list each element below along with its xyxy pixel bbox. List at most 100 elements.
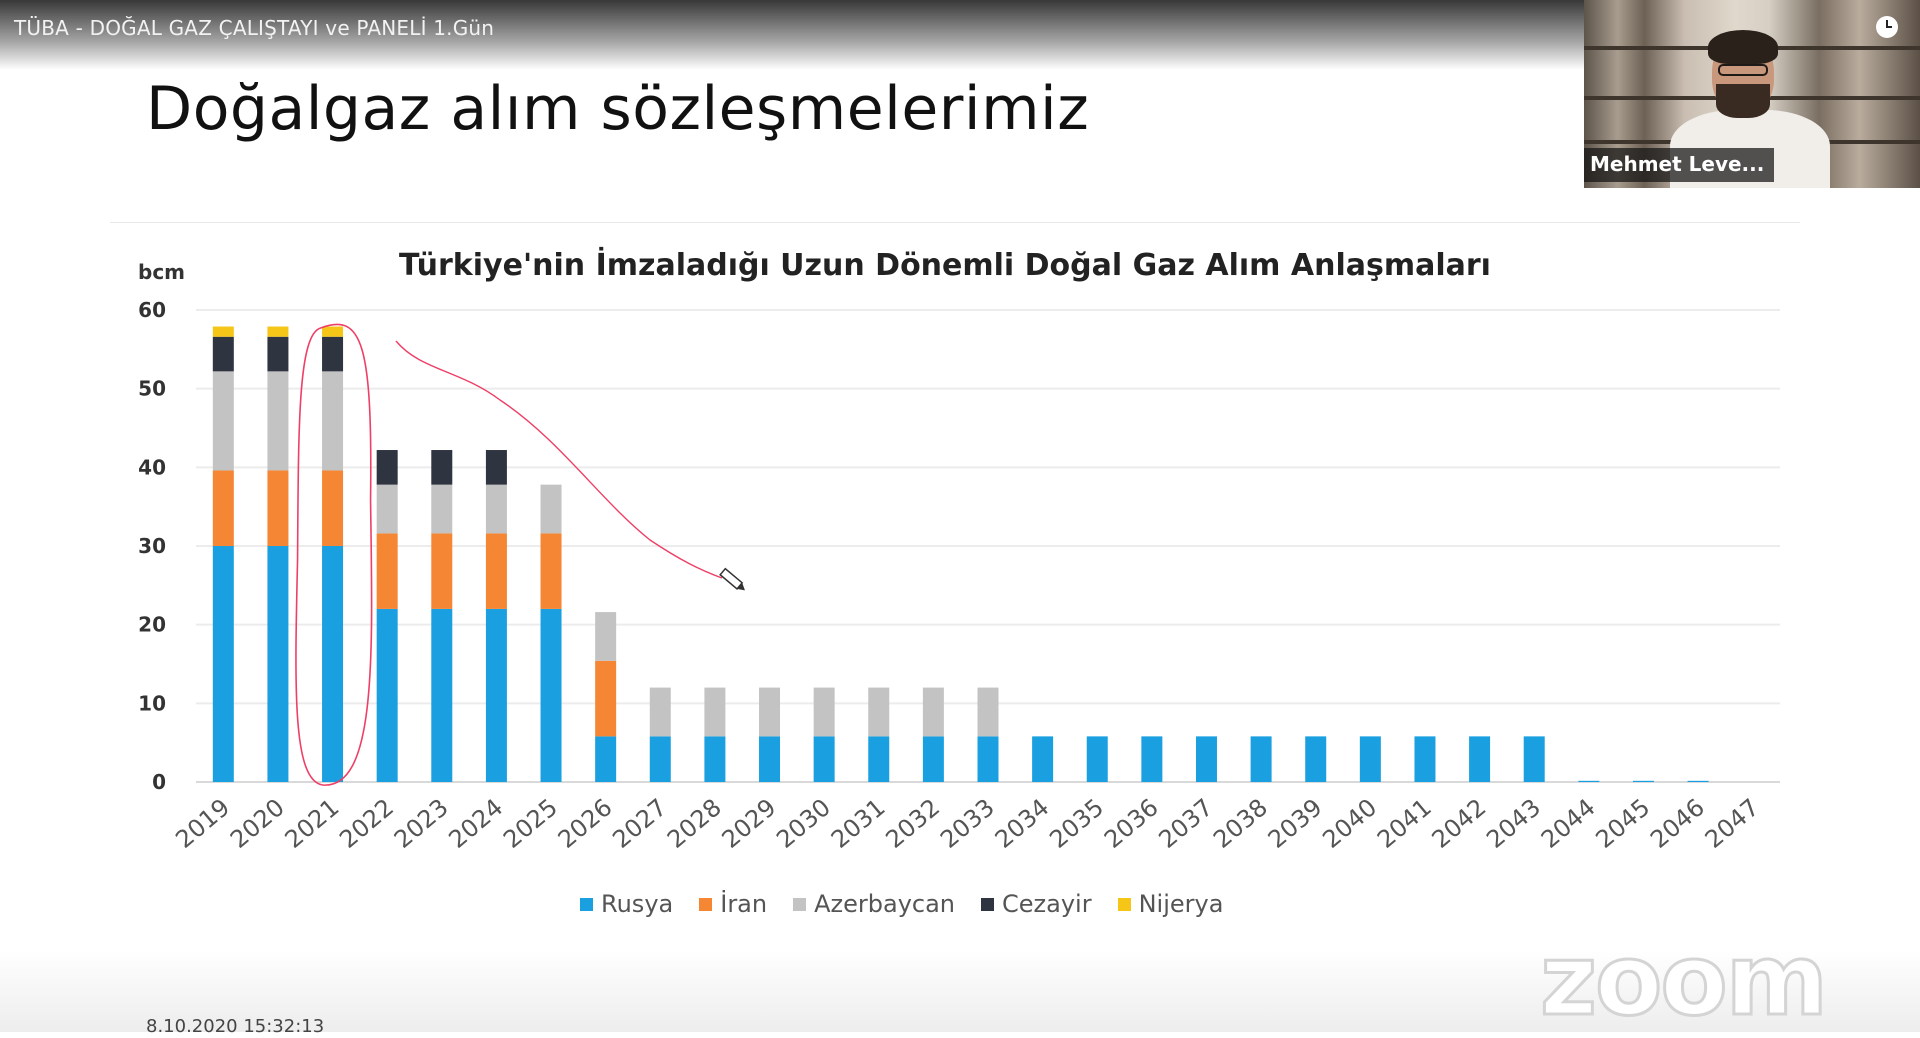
bar-segment-azerbaycan [376,484,398,534]
slide-divider [110,222,1800,223]
y-tick-label: 40 [138,455,166,479]
bar-segment-rusya [212,546,234,782]
person-hair [1708,30,1778,64]
chart-title: Türkiye'nin İmzaladığı Uzun Dönemli Doğa… [399,247,1491,283]
bar-segment-i̇ran [267,470,289,546]
x-tick-label: 2044 [1536,793,1601,854]
legend-item-cezayir: Cezayir [981,890,1092,918]
bar-segment-i̇ran [595,660,617,737]
legend-label: Nijerya [1138,890,1224,918]
x-tick-label: 2032 [880,793,945,854]
participant-video[interactable]: Mehmet Leve... [1584,0,1920,188]
red-annotation-stroke [395,340,723,579]
bar-segment-cezayir [267,336,289,372]
legend-item-i̇ran: İran [699,890,767,918]
x-tick-label: 2020 [225,793,290,854]
y-tick-label: 20 [138,613,166,637]
recording-timestamp: 8.10.2020 15:32:13 [146,1016,325,1037]
bar-segment-azerbaycan [704,687,726,737]
legend-item-azerbaycan: Azerbaycan [793,890,955,918]
x-tick-label: 2028 [662,793,727,854]
legend-swatch [1117,897,1131,911]
clock-icon[interactable] [1876,16,1898,38]
bar-segment-rusya [922,736,944,782]
bar-segment-azerbaycan [759,687,781,737]
bar-segment-rusya [322,546,344,782]
bar-segment-cezayir [322,336,344,372]
bar-segment-azerbaycan [922,687,944,737]
bar-segment-rusya [1086,736,1108,782]
bar-segment-rusya [376,608,398,782]
video-title: TÜBA - DOĞAL GAZ ÇALIŞTAYI ve PANELİ 1.G… [14,16,495,40]
bar-segment-azerbaycan [868,687,890,737]
bar-segment-nijerya [322,326,344,337]
x-tick-label: 2033 [935,793,1000,854]
x-tick-label: 2042 [1427,793,1492,854]
x-tick-label: 2027 [607,793,672,854]
person-beard [1716,84,1770,118]
x-tick-label: 2037 [1154,793,1219,854]
participant-name: Mehmet Leve... [1584,148,1775,182]
x-tick-label: 2024 [443,793,508,854]
bar-segment-cezayir [485,450,507,485]
bar-segment-rusya [1523,736,1545,782]
bar-segment-i̇ran [431,533,453,609]
x-tick-label: 2041 [1372,793,1437,854]
y-tick-label: 60 [138,298,166,322]
x-tick-label: 2019 [170,793,235,854]
glasses [1718,64,1768,76]
bar-segment-rusya [704,736,726,782]
bar-segment-i̇ran [376,533,398,609]
x-tick-label: 2043 [1481,793,1546,854]
bar-segment-rusya [540,608,562,782]
legend-label: Azerbaycan [814,890,956,918]
chart-legend: Rusya İran Azerbaycan Cezayir Nijerya [580,890,1223,918]
bar-segment-rusya [1141,736,1163,782]
bar-segment-azerbaycan [595,612,617,661]
bar-segment-rusya [1469,736,1491,782]
legend-label: Cezayir [1002,890,1092,918]
y-tick-label: 50 [138,377,166,401]
x-tick-label: 2030 [771,793,836,854]
bar-segment-rusya [649,736,671,782]
x-tick-label: 2031 [826,793,891,854]
x-tick-label: 2045 [1591,793,1656,854]
x-tick-label: 2029 [717,793,782,854]
bar-segment-rusya [1632,780,1654,782]
bar-segment-rusya [977,736,999,782]
bar-segment-rusya [1032,736,1054,782]
red-annotation-circle [295,323,373,786]
bar-segment-i̇ran [485,533,507,609]
bar-segment-rusya [595,736,617,782]
legend-swatch [793,897,807,911]
x-tick-label: 2023 [389,793,454,854]
bar-segment-rusya [1414,736,1436,782]
bar-segment-i̇ran [322,470,344,546]
slide-title: Doğalgaz alım sözleşmelerimiz [146,74,1090,144]
bar-segment-azerbaycan [485,484,507,534]
bar-segment-rusya [1687,780,1709,782]
bar-segment-rusya [1250,736,1272,782]
y-tick-label: 30 [138,534,166,558]
x-tick-label: 2036 [1099,793,1164,854]
bar-segment-azerbaycan [813,687,835,737]
bar-segment-rusya [759,736,781,782]
x-tick-label: 2038 [1208,793,1273,854]
y-axis-label: bcm [138,260,185,284]
bar-segment-azerbaycan [212,371,234,471]
bar-segment-rusya [1578,780,1600,782]
legend-label: İran [720,890,768,918]
bar-segment-azerbaycan [431,484,453,534]
bottom-fade [0,950,1920,1032]
pen-cursor-icon [719,567,745,591]
bar-segment-rusya [813,736,835,782]
bar-segment-rusya [1195,736,1217,782]
x-tick-label: 2025 [498,793,563,854]
bar-segment-azerbaycan [977,687,999,737]
legend-swatch [981,897,995,911]
x-tick-label: 2034 [990,793,1055,854]
bar-segment-i̇ran [212,470,234,546]
bar-segment-i̇ran [540,533,562,609]
bar-segment-nijerya [212,326,234,337]
